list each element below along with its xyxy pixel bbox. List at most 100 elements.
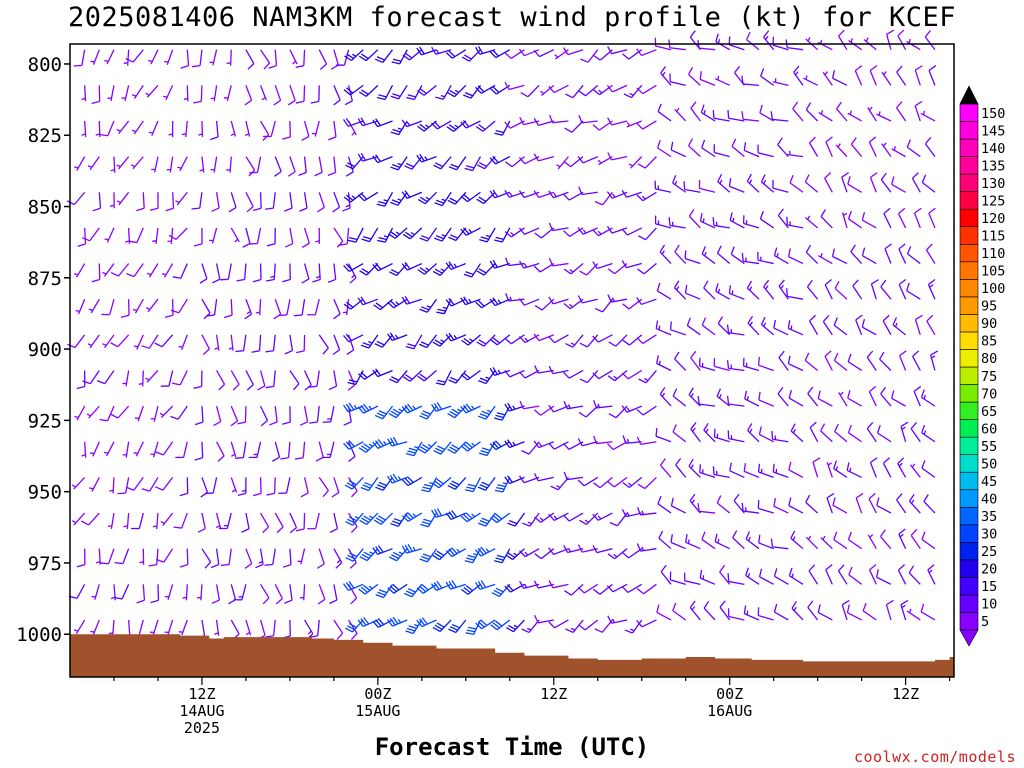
wind-barb [494,227,511,243]
x-tick-label: 12Z [892,685,919,703]
wind-barb [824,279,833,300]
wind-barb [875,569,892,585]
wind-barb [241,512,250,533]
wind-barb [533,190,554,199]
wind-barb [141,334,159,349]
wind-barb [120,299,130,319]
wind-barb [656,604,672,621]
wind-barb [906,608,921,621]
wind-barb [317,192,325,213]
wind-barb [628,156,643,169]
wind-barb [727,608,745,621]
wind-barb [87,156,100,171]
wind-barb [360,334,379,349]
wind-barb [432,334,452,347]
wind-barb [741,252,760,265]
wind-barb [417,441,437,454]
wind-barb [900,599,909,621]
wind-barb [822,315,833,336]
wind-barb [928,207,936,229]
wind-barb [861,211,877,229]
wind-barb [161,263,174,278]
y-tick-label-850: 850 [28,197,62,219]
wind-barb [416,617,437,628]
wind-barb [226,156,232,173]
wind-barb [360,477,379,492]
wind-barb [683,181,701,193]
wind-barb [504,189,525,198]
wind-barb [836,101,848,122]
wind-barb [358,441,379,453]
wind-barb [404,156,423,170]
wind-barb [716,245,731,265]
wind-barb [282,406,291,425]
wind-barb [759,210,775,229]
wind-barb [287,85,296,106]
wind-barb [548,222,569,232]
wind-barb [282,120,291,140]
colorbar-label: 20 [981,562,997,578]
colorbar-label: 60 [981,421,997,437]
wind-barb [446,120,467,132]
wind-barb [204,477,218,494]
wind-barb [212,263,221,284]
wind-barb [388,405,408,419]
wind-barb [701,317,716,336]
wind-barb [913,385,922,407]
wind-barb [74,156,86,171]
wind-barb [896,493,907,514]
wind-barb [518,298,540,306]
wind-barb [252,263,262,283]
wind-barb [674,107,687,122]
wind-barb [626,120,642,128]
wind-barb [346,334,355,356]
wind-barb [95,120,101,137]
wind-barb [287,156,296,177]
wind-barb [912,350,921,371]
wind-barb [697,395,716,407]
wind-barb [758,568,774,585]
wind-barb [788,461,804,478]
wind-barb [833,317,848,336]
wind-barb [687,67,701,86]
wind-barb [688,138,701,158]
wind-barb [637,156,657,169]
wind-barb [237,406,247,425]
wind-barb [372,118,393,128]
wind-barb [730,246,745,265]
wind-barb [548,190,569,199]
wind-barb [358,49,379,62]
wind-barb [198,120,204,137]
wind-barb [805,215,819,229]
wind-barb [772,463,789,479]
wind-barb [159,405,174,418]
colorbar-swatch [959,121,979,140]
wind-barb [847,390,862,407]
colorbar-swatch [959,349,979,368]
wind-barb [760,316,775,336]
wind-barb [251,334,262,353]
wind-barb [154,334,174,348]
wind-barb [332,334,341,356]
colorbar-swatch [959,261,979,280]
wind-barb [621,405,642,413]
wind-barb [307,299,320,316]
wind-barb [200,477,209,498]
wind-barb [927,564,936,585]
wind-barb [318,49,328,70]
wind-barb [926,314,936,336]
terrain-surface [70,634,954,677]
wind-barb [728,178,745,193]
x-tick-label: 00Z [364,685,391,703]
wind-barb [869,172,878,193]
wind-barb [698,180,716,193]
wind-barb [713,428,730,443]
wind-barb [655,428,672,443]
wind-barb [578,114,598,124]
wind-barb [563,191,584,201]
wind-barb [104,227,115,243]
wind-barb [228,192,237,213]
wind-barb [110,156,116,173]
wind-barb [804,174,819,193]
